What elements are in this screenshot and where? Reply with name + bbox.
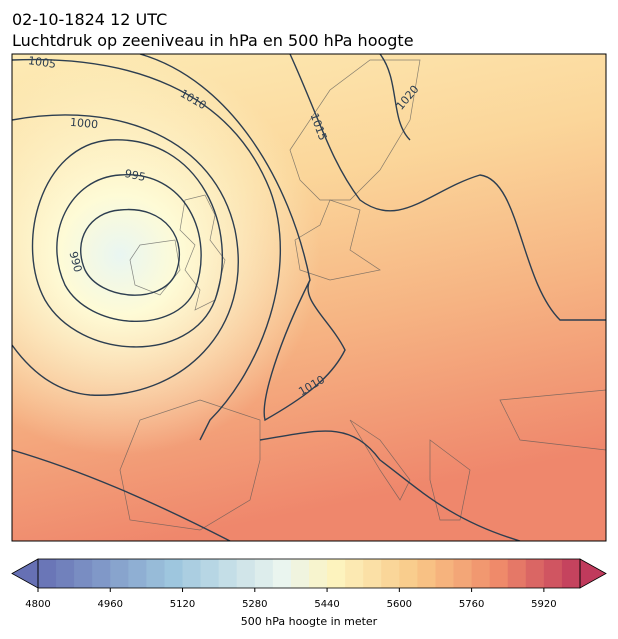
colorbar-segment bbox=[182, 559, 202, 588]
contour-label: 1005 bbox=[27, 54, 57, 71]
colorbar: 4800 4960 5120 5280 5440 5600 5760 5920 bbox=[11, 558, 607, 610]
colorbar-segment bbox=[38, 559, 57, 588]
colorbar-segment bbox=[110, 559, 129, 588]
colorbar-segment bbox=[345, 559, 364, 588]
colorbar-segment bbox=[561, 559, 581, 588]
colorbar-segment bbox=[128, 559, 147, 588]
contour-label: 1000 bbox=[70, 116, 99, 131]
colorbar-segment bbox=[327, 559, 346, 588]
colorbar-tick-label: 5280 bbox=[242, 599, 267, 610]
low-area bbox=[12, 54, 606, 541]
colorbar-segment bbox=[200, 559, 220, 588]
coastlines bbox=[119, 59, 606, 531]
colorbar-frame bbox=[37, 558, 581, 589]
colorbar-segment bbox=[381, 559, 400, 588]
colorbar-segment bbox=[218, 559, 238, 588]
colorbar-segment bbox=[525, 559, 545, 588]
date: 02-10-1824 12 UTC bbox=[12, 10, 167, 29]
colorbar-segment bbox=[290, 559, 310, 588]
colorbar-segment bbox=[74, 559, 93, 588]
title: Luchtdruk op zeeniveau in hPa en 500 hPa… bbox=[12, 31, 414, 50]
colorbar-extend-low bbox=[11, 558, 39, 589]
colorbar-tick-label: 4800 bbox=[25, 599, 50, 610]
colorbar-tick-label: 4960 bbox=[98, 599, 123, 610]
colorbar-segment bbox=[363, 559, 382, 588]
colorbar-tick-label: 5760 bbox=[459, 599, 484, 610]
map: 1005 1010 1000 995 990 1015 1020 1010 bbox=[12, 54, 606, 541]
colorbar-segment bbox=[453, 559, 473, 588]
colorbar-segment bbox=[543, 559, 563, 588]
colorbar-segment bbox=[272, 559, 292, 588]
colorbar-tick-label: 5440 bbox=[314, 599, 339, 610]
colorbar-segment bbox=[471, 559, 491, 588]
colorbar-segment bbox=[164, 559, 184, 588]
colorbar-segment bbox=[435, 559, 455, 588]
colorbar-label: 500 hPa hoogte in meter bbox=[241, 615, 378, 628]
contour-label: 990 bbox=[66, 250, 84, 274]
colorbar-segment bbox=[236, 559, 256, 588]
colorbar-extend-high bbox=[579, 558, 607, 589]
colorbar-tick-label: 5600 bbox=[387, 599, 412, 610]
colorbar-tick-label: 5120 bbox=[170, 599, 195, 610]
colorbar-segment bbox=[254, 559, 274, 588]
isobars bbox=[12, 54, 606, 541]
colorbar-segment bbox=[146, 559, 165, 588]
colorbar-segment bbox=[489, 559, 509, 588]
colorbar-segment bbox=[507, 559, 527, 588]
contour-label: 995 bbox=[123, 167, 146, 184]
map-frame bbox=[11, 53, 607, 542]
colorbar-segment bbox=[309, 559, 328, 588]
colorbar-segment bbox=[417, 559, 436, 588]
colorbar-segment bbox=[56, 559, 75, 588]
colorbar-tick-label: 5920 bbox=[531, 599, 556, 610]
colorbar-segment bbox=[92, 559, 111, 588]
colorbar-segment bbox=[399, 559, 418, 588]
